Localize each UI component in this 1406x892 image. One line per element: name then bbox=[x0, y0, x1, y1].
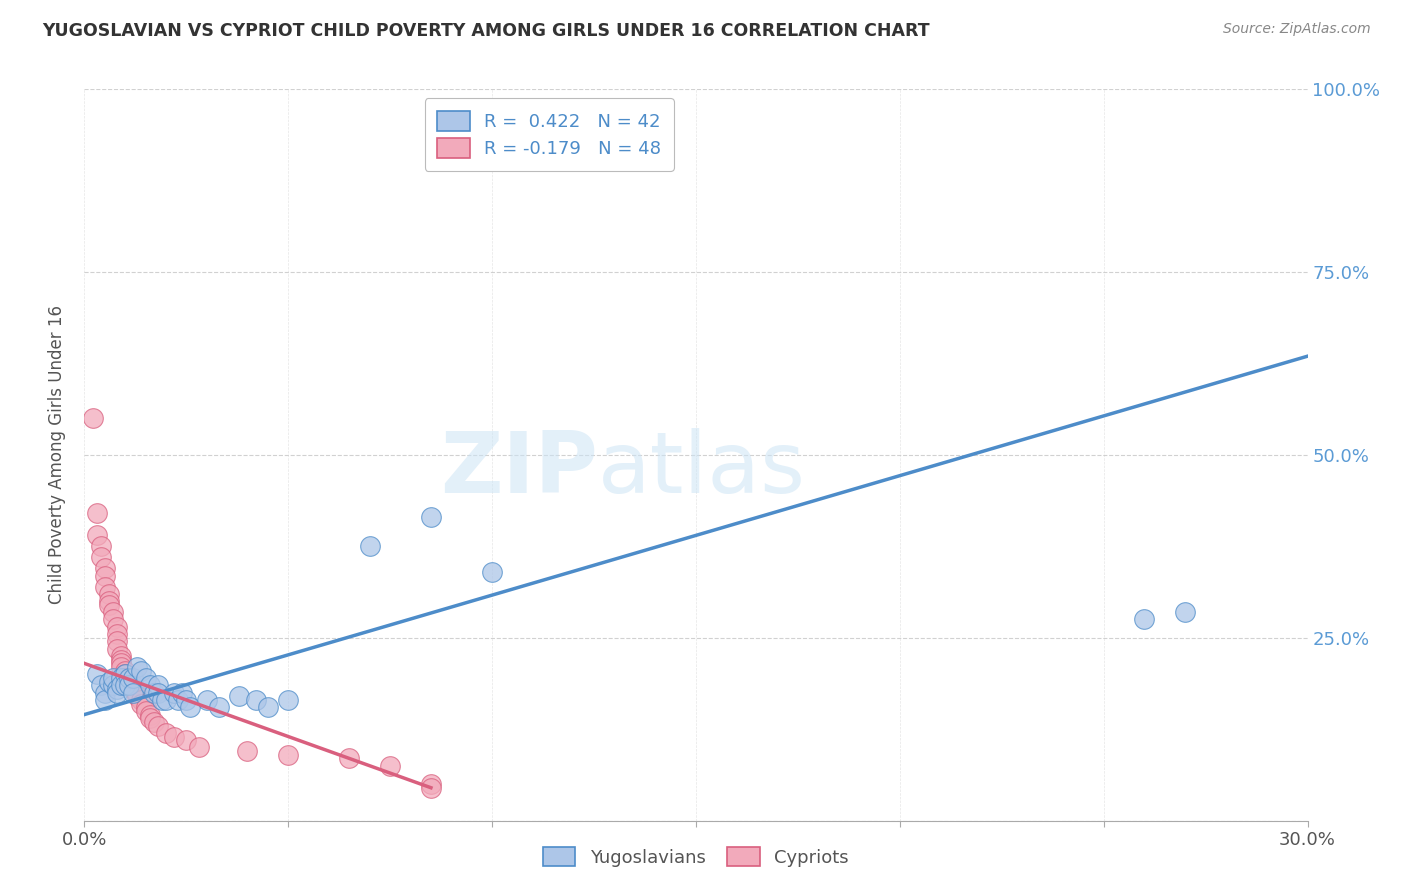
Point bbox=[135, 700, 157, 714]
Point bbox=[122, 678, 145, 692]
Point bbox=[90, 678, 112, 692]
Point bbox=[339, 751, 361, 765]
Point bbox=[146, 718, 169, 732]
Text: YUGOSLAVIAN VS CYPRIOT CHILD POVERTY AMONG GIRLS UNDER 16 CORRELATION CHART: YUGOSLAVIAN VS CYPRIOT CHILD POVERTY AMO… bbox=[42, 22, 929, 40]
Point bbox=[277, 693, 299, 707]
Point bbox=[93, 686, 117, 700]
Point bbox=[380, 758, 402, 772]
Point bbox=[155, 726, 177, 740]
Point bbox=[105, 620, 128, 634]
Point bbox=[97, 594, 120, 608]
Point bbox=[118, 678, 141, 692]
Point bbox=[105, 634, 128, 648]
Point bbox=[142, 714, 165, 729]
Text: Source: ZipAtlas.com: Source: ZipAtlas.com bbox=[1223, 22, 1371, 37]
Point bbox=[228, 690, 250, 704]
Text: atlas: atlas bbox=[598, 428, 806, 511]
Point bbox=[138, 707, 160, 722]
Point bbox=[146, 678, 169, 692]
Point bbox=[131, 693, 153, 707]
Legend: Yugoslavians, Cypriots: Yugoslavians, Cypriots bbox=[531, 836, 860, 878]
Point bbox=[101, 671, 124, 685]
Point bbox=[110, 649, 132, 664]
Point bbox=[277, 747, 299, 762]
Point bbox=[420, 510, 443, 524]
Point bbox=[105, 681, 128, 696]
Point bbox=[236, 744, 259, 758]
Point bbox=[110, 653, 132, 667]
Point bbox=[167, 693, 190, 707]
Text: ZIP: ZIP bbox=[440, 428, 598, 511]
Point bbox=[420, 777, 443, 791]
Point bbox=[127, 690, 149, 704]
Point bbox=[101, 613, 124, 627]
Point bbox=[86, 667, 108, 681]
Point bbox=[127, 660, 149, 674]
Point bbox=[101, 678, 124, 692]
Point bbox=[122, 686, 145, 700]
Point bbox=[97, 587, 120, 601]
Point bbox=[1133, 613, 1156, 627]
Point bbox=[110, 657, 132, 671]
Point bbox=[257, 700, 280, 714]
Point bbox=[176, 693, 198, 707]
Point bbox=[110, 671, 132, 685]
Point bbox=[93, 568, 117, 582]
Point bbox=[97, 674, 120, 689]
Point bbox=[172, 686, 194, 700]
Point bbox=[131, 697, 153, 711]
Point bbox=[150, 693, 173, 707]
Point bbox=[122, 681, 145, 696]
Point bbox=[146, 686, 169, 700]
Point bbox=[195, 693, 218, 707]
Point bbox=[138, 678, 160, 692]
Point bbox=[90, 539, 112, 553]
Point bbox=[118, 671, 141, 685]
Point bbox=[118, 674, 141, 689]
Point bbox=[105, 686, 128, 700]
Point bbox=[142, 686, 165, 700]
Point bbox=[114, 678, 136, 692]
Point bbox=[101, 605, 124, 619]
Point bbox=[135, 671, 157, 685]
Point bbox=[110, 678, 132, 692]
Point bbox=[155, 693, 177, 707]
Point bbox=[176, 733, 198, 747]
Point bbox=[138, 711, 160, 725]
Point bbox=[420, 780, 443, 795]
Point bbox=[86, 528, 108, 542]
Point bbox=[163, 730, 186, 744]
Point bbox=[179, 700, 201, 714]
Point bbox=[110, 660, 132, 674]
Point bbox=[122, 671, 145, 685]
Point bbox=[163, 686, 186, 700]
Point bbox=[131, 664, 153, 678]
Point bbox=[93, 580, 117, 594]
Point bbox=[245, 693, 267, 707]
Point bbox=[105, 627, 128, 641]
Point bbox=[359, 539, 381, 553]
Y-axis label: Child Poverty Among Girls Under 16: Child Poverty Among Girls Under 16 bbox=[48, 305, 66, 605]
Point bbox=[127, 686, 149, 700]
Point bbox=[86, 507, 108, 521]
Point bbox=[114, 667, 136, 681]
Point bbox=[97, 598, 120, 612]
Point bbox=[135, 704, 157, 718]
Point bbox=[90, 550, 112, 565]
Point bbox=[118, 671, 141, 685]
Point bbox=[82, 411, 104, 425]
Point bbox=[114, 671, 136, 685]
Point bbox=[1174, 605, 1197, 619]
Point bbox=[187, 740, 209, 755]
Point bbox=[93, 693, 117, 707]
Point bbox=[93, 561, 117, 575]
Point bbox=[208, 700, 231, 714]
Point bbox=[481, 565, 503, 579]
Point bbox=[105, 641, 128, 656]
Point bbox=[114, 667, 136, 681]
Point bbox=[114, 664, 136, 678]
